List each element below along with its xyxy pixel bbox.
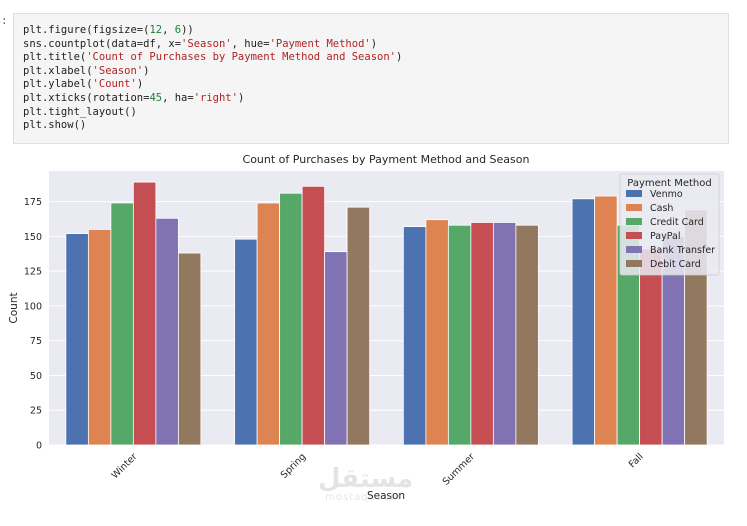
- code-token: plt.tight_layout(): [23, 105, 137, 118]
- code-token: plt.ylabel(: [23, 78, 93, 91]
- legend-swatch: [626, 190, 642, 197]
- bar: [346, 206, 371, 446]
- legend-entry: Debit Card: [650, 259, 701, 270]
- bar: [110, 202, 134, 446]
- code-token: , ha=: [162, 91, 194, 104]
- chart-title: Count of Purchases by Payment Method and…: [243, 153, 530, 166]
- x-tick-label: Fall: [627, 451, 646, 470]
- bar: [470, 222, 494, 446]
- bar: [65, 233, 89, 446]
- cell-prompt: :: [1, 14, 8, 27]
- code-token: 12: [149, 24, 163, 36]
- legend-entry: PayPal: [650, 231, 681, 242]
- x-tick-label: Spring: [279, 451, 308, 480]
- y-tick-label: 150: [24, 232, 42, 243]
- legend-entry: Cash: [650, 203, 673, 214]
- code-line: plt.show(): [23, 119, 86, 131]
- legend-swatch: [626, 232, 642, 239]
- code-line: sns.countplot(data=df, x='Season', hue='…: [23, 38, 377, 50]
- bar: [447, 224, 472, 446]
- legend-entry: Credit Card: [650, 217, 704, 228]
- y-tick-label: 100: [24, 301, 42, 312]
- code-line: plt.tight_layout(): [23, 106, 137, 118]
- watermark: مستقل mostaql.com: [318, 464, 414, 514]
- legend-swatch: [626, 246, 642, 253]
- bar: [177, 252, 202, 446]
- y-tick-label: 75: [30, 336, 42, 347]
- code-line: plt.xticks(rotation=45, ha='right'): [23, 92, 244, 104]
- code-token: 'Count of Purchases by Payment Method an…: [86, 51, 396, 64]
- code-token: plt.title(: [23, 51, 87, 64]
- code-cell[interactable]: plt.figure(figsize=(12, 6)) sns.countplo…: [13, 13, 729, 144]
- bar: [402, 226, 427, 446]
- y-tick-label: 25: [30, 406, 42, 417]
- x-tick-label: Summer: [441, 451, 477, 487]
- code-token: ,: [162, 24, 175, 36]
- code-token: plt.xticks(rotation=: [23, 91, 150, 104]
- bar: [234, 238, 258, 446]
- code-token: , hue=: [231, 37, 270, 50]
- code-editor[interactable]: plt.figure(figsize=(12, 6)) sns.countplo…: [23, 24, 402, 133]
- x-axis-label: Season: [367, 490, 405, 502]
- legend-swatch: [626, 260, 642, 267]
- output-area: Count of Purchases by Payment Method and…: [0, 148, 747, 522]
- bar: [279, 192, 303, 446]
- watermark-site: mostaql.com: [325, 492, 401, 503]
- code-token: 'Payment Method': [269, 37, 371, 50]
- code-token: 6: [174, 24, 182, 36]
- code-token: 'right': [193, 91, 238, 104]
- legend-frame: [619, 173, 720, 276]
- bar: [639, 248, 663, 446]
- code-token: sns.countplot(data=df, x=: [23, 37, 182, 50]
- bar: [155, 217, 179, 446]
- code-line: plt.title('Count of Purchases by Payment…: [23, 51, 402, 63]
- bar: [301, 185, 326, 446]
- bar: [132, 181, 157, 446]
- bar: [324, 251, 348, 446]
- legend: Payment Method Venmo Cash Credit Card PayPa…: [619, 173, 720, 276]
- legend-swatch: [626, 218, 642, 225]
- code-token: ): [395, 51, 403, 64]
- y-tick-label: 175: [24, 197, 42, 208]
- y-tick-label: 125: [24, 267, 42, 278]
- code-token: ): [370, 37, 378, 50]
- code-line: plt.figure(figsize=(12, 6)): [23, 24, 194, 36]
- y-tick-label: 0: [36, 441, 42, 452]
- code-line: plt.xlabel('Season'): [23, 65, 149, 77]
- code-line: plt.ylabel('Count'): [23, 78, 143, 90]
- code-token: ): [143, 64, 150, 77]
- x-tick-label: Winter: [110, 451, 140, 481]
- y-tick-label: 50: [30, 371, 42, 382]
- bar: [594, 195, 618, 446]
- code-token: 'Season': [92, 64, 144, 77]
- legend-entry: Venmo: [650, 189, 683, 200]
- bar: [515, 224, 539, 446]
- bar: [87, 229, 112, 446]
- legend-entry: Bank Transfer: [650, 245, 715, 256]
- code-token: 'Count': [92, 78, 137, 91]
- bar: [571, 198, 596, 446]
- legend-swatch: [626, 204, 642, 211]
- bar: [425, 219, 449, 446]
- code-token: 'Season': [181, 37, 232, 50]
- bar: [256, 202, 281, 446]
- legend-title: Payment Method: [627, 178, 711, 189]
- code-token: plt.xlabel(: [23, 64, 93, 77]
- code-token: ): [237, 91, 245, 104]
- code-token: plt.show(): [23, 119, 87, 132]
- code-token: plt.figure(figsize=(: [23, 24, 150, 36]
- code-token: ): [136, 78, 144, 91]
- watermark-logo: مستقل: [318, 464, 414, 494]
- code-token: )): [181, 24, 194, 36]
- y-axis-label: Count: [8, 292, 20, 323]
- code-token: 45: [149, 91, 163, 104]
- bar: [492, 222, 517, 446]
- bar-chart: Count of Purchases by Payment Method and…: [8, 153, 724, 502]
